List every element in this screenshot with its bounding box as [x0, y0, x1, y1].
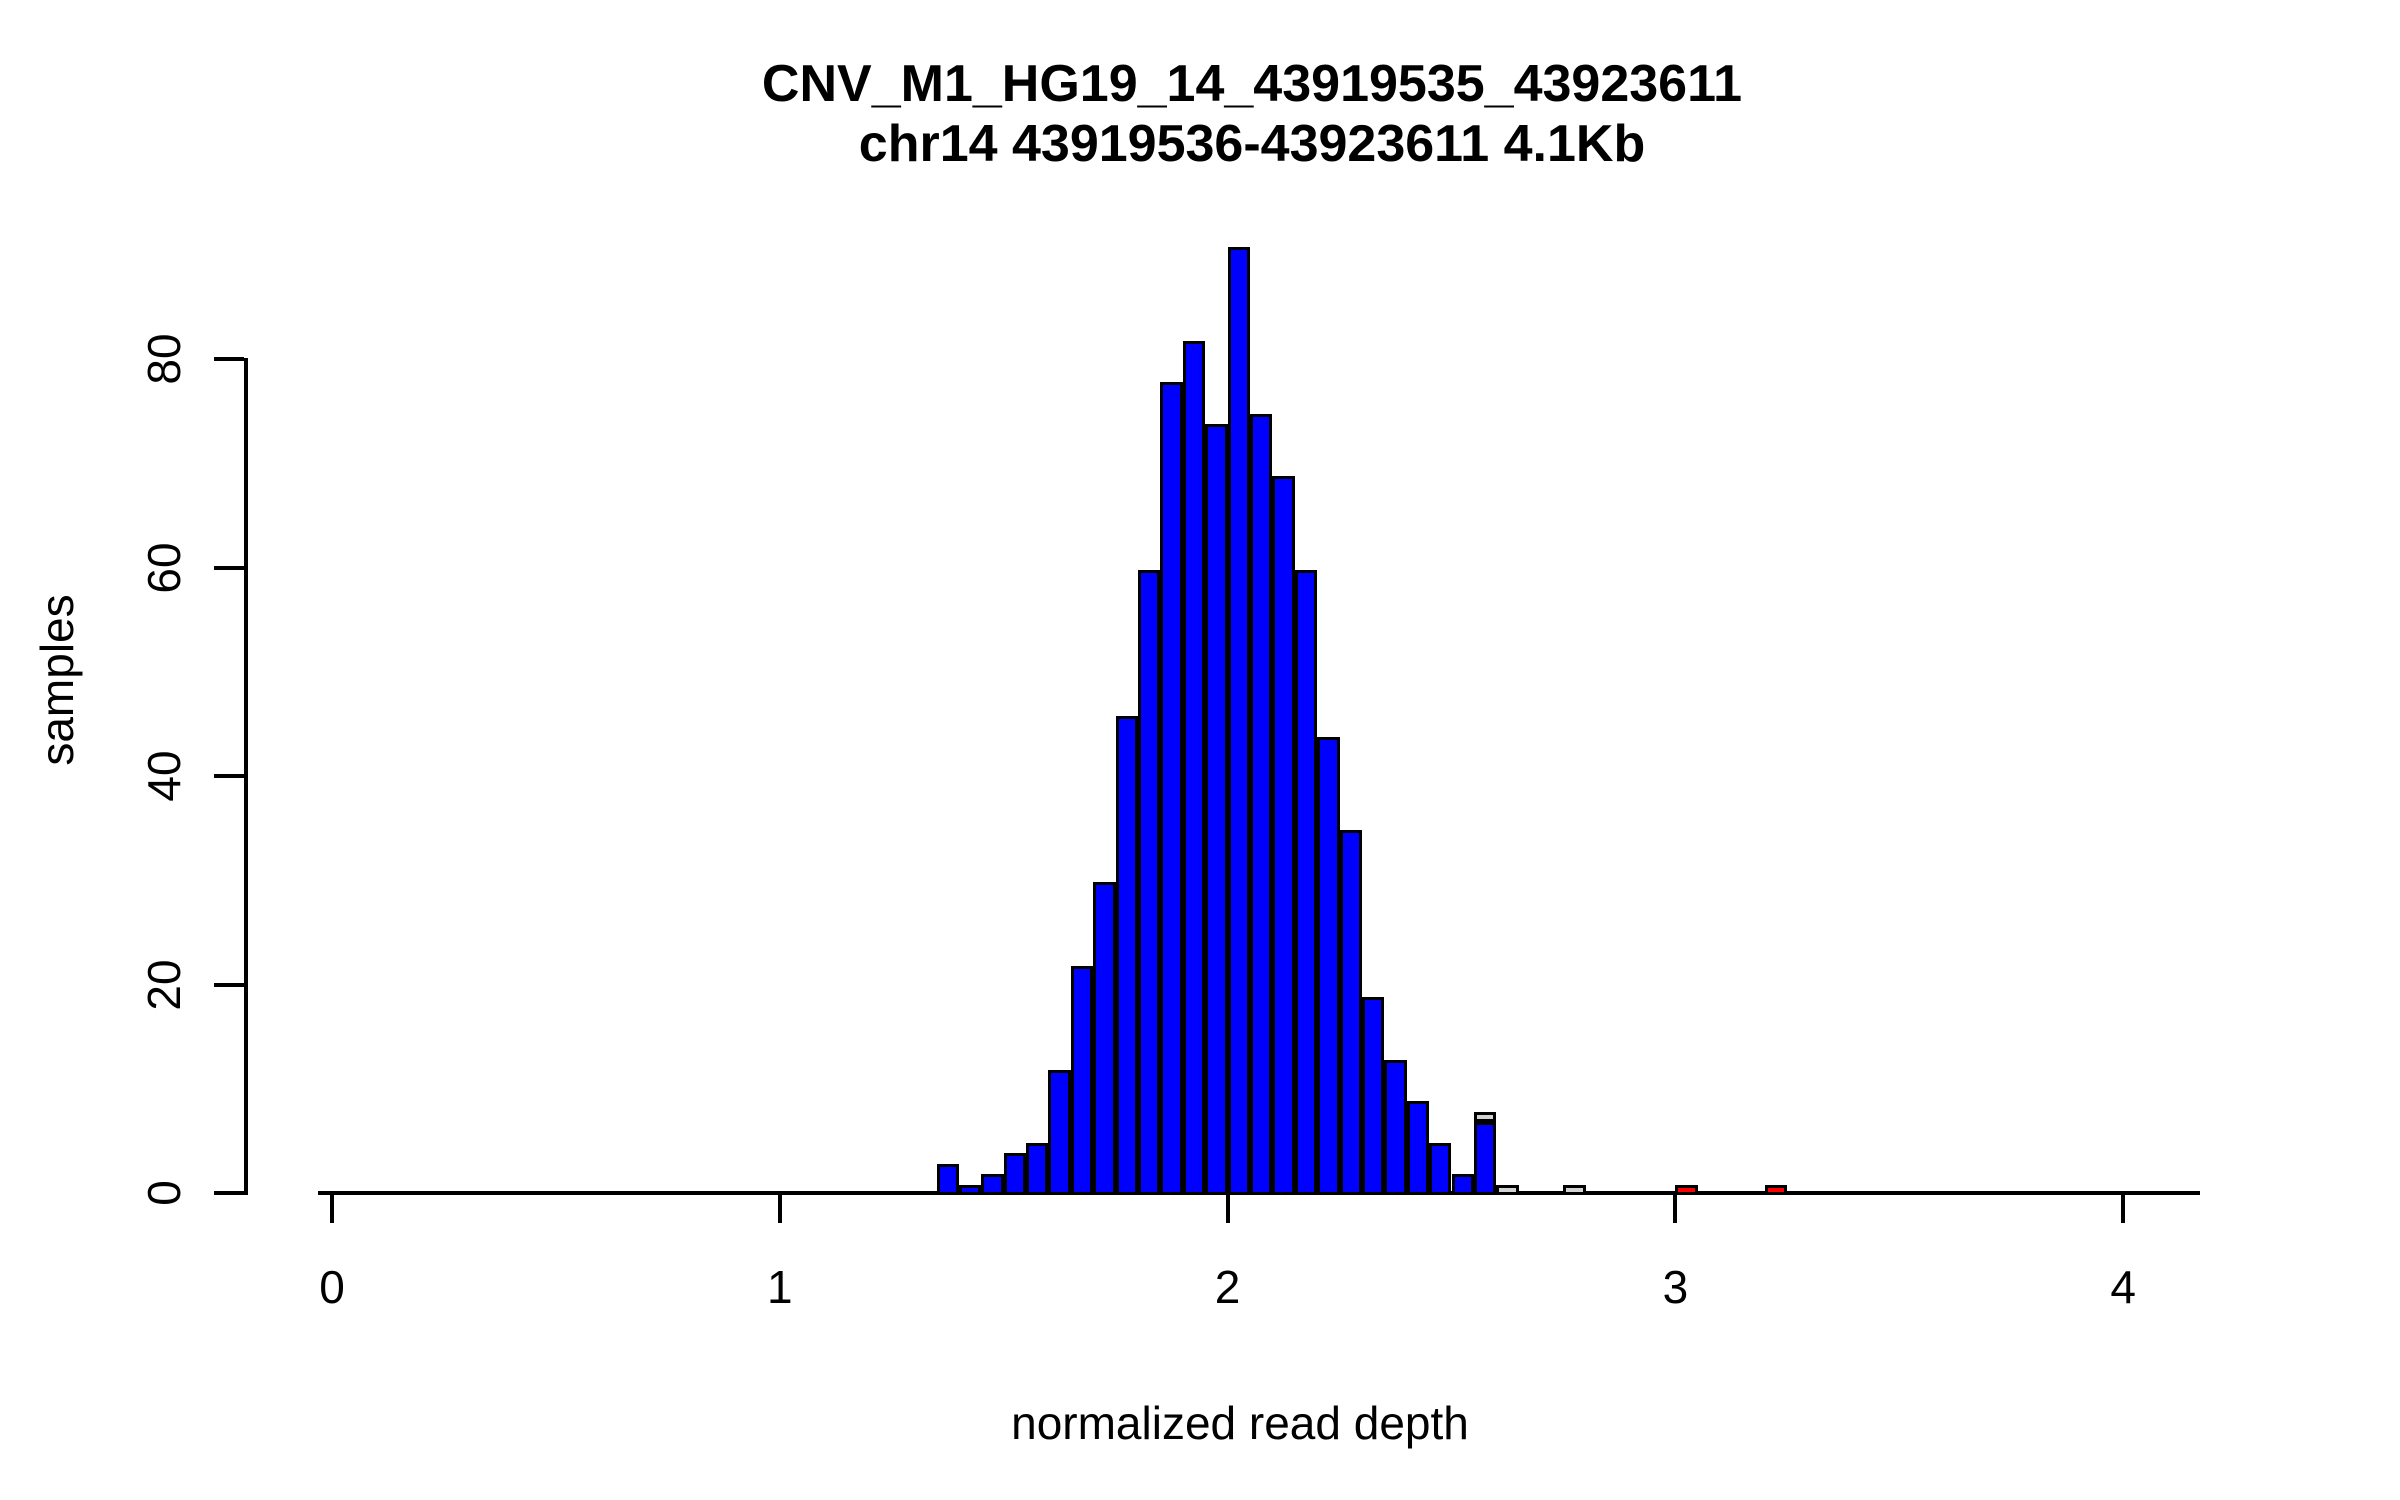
histogram-bar-segment: [1003, 1153, 1027, 1195]
chart-title-line1: CNV_M1_HG19_14_43919535_43923611: [761, 55, 1743, 113]
x-axis-tick: [1673, 1193, 1678, 1223]
histogram-bar-segment: [936, 1163, 959, 1195]
y-axis-line: [244, 358, 248, 1195]
histogram-bar-segment: [1294, 569, 1318, 1195]
histogram-bar-segment: [1048, 1069, 1071, 1195]
x-axis-tick-label: 2: [1214, 1261, 1241, 1313]
histogram-bar-segment: [1115, 715, 1139, 1195]
chart-title-line2: chr14 43919536-43923611 4.1Kb: [858, 115, 1646, 173]
histogram-bar-segment: [1361, 997, 1385, 1195]
histogram-bar-segment: [1138, 569, 1161, 1195]
histogram-bar-segment: [1026, 1142, 1049, 1195]
histogram-bar-segment: [1317, 736, 1340, 1195]
histogram-bar-segment: [1272, 476, 1295, 1195]
y-axis-tick: [214, 357, 244, 362]
y-axis-tick-label: 20: [138, 959, 190, 1011]
y-axis-tick-label: 60: [138, 542, 190, 594]
x-axis-tick: [1225, 1193, 1230, 1223]
histogram-bar-segment: [1496, 1184, 1519, 1195]
histogram-bar-segment: [1451, 1174, 1474, 1195]
histogram-bar-segment: [1429, 1142, 1452, 1195]
histogram-bar-segment: [1227, 246, 1250, 1195]
histogram-bar-segment: [1093, 882, 1116, 1195]
histogram-bar-segment: [981, 1174, 1004, 1195]
histogram-bar-segment: [1473, 1111, 1497, 1123]
histogram-bar-segment: [1675, 1184, 1698, 1195]
histogram-bar-segment: [1160, 382, 1183, 1195]
histogram-bar-segment: [1764, 1184, 1788, 1195]
histogram-bar-segment: [958, 1184, 982, 1195]
x-axis-tick-label: 4: [2110, 1261, 2136, 1313]
y-axis-tick: [214, 1191, 244, 1195]
x-axis-tick-label: 0: [319, 1261, 345, 1313]
y-axis-tick: [214, 774, 244, 779]
histogram-bar-segment: [1473, 1122, 1497, 1195]
histogram-bar-segment: [1182, 340, 1206, 1195]
histogram-bar-segment: [1205, 423, 1228, 1195]
y-axis-tick: [214, 565, 244, 570]
histogram-bar-segment: [1249, 413, 1273, 1195]
x-axis-tick: [777, 1193, 782, 1223]
histogram-bar-segment: [1563, 1184, 1586, 1195]
x-axis-tick-label: 3: [1662, 1261, 1689, 1313]
histogram-bar-segment: [1406, 1101, 1430, 1195]
y-axis-tick-label: 40: [138, 750, 190, 802]
x-axis-tick: [330, 1193, 334, 1223]
histogram-bar-segment: [1339, 830, 1362, 1195]
x-axis-tick-label: 1: [767, 1261, 793, 1313]
y-axis-tick: [214, 982, 244, 987]
histogram-bar-segment: [1070, 965, 1094, 1195]
histogram-bar-segment: [1384, 1059, 1407, 1195]
y-axis-tick-label: 0: [138, 1180, 190, 1206]
y-axis-title: samples: [31, 594, 83, 766]
x-axis-tick: [2121, 1193, 2126, 1223]
y-axis-tick-label: 80: [138, 333, 190, 385]
x-axis-title: normalized read depth: [1011, 1397, 1469, 1449]
chart-title-block: CNV_M1_HG19_14_43919535_43923611 chr14 4…: [762, 54, 1742, 174]
